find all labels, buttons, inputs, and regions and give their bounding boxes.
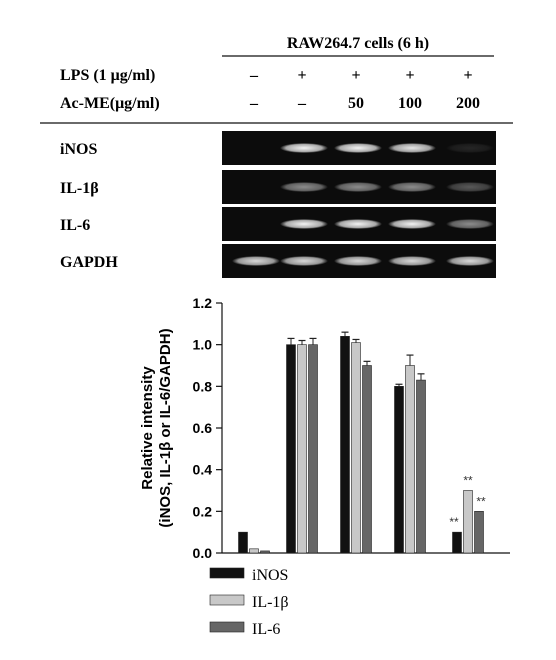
gel-band [334,219,382,229]
bar-il6 [474,511,484,554]
acme-value: – [297,95,307,112]
gel-band [280,256,328,266]
legend: iNOS IL-1β IL-6 [209,567,289,638]
y-tick-label: 0.0 [193,545,213,561]
legend-swatch [209,621,245,633]
lps-values: – + + + + [249,67,473,84]
y-tick-label: 0.4 [193,462,213,478]
y-axis: 0.0 0.2 0.4 0.6 0.8 1.0 1.2 [193,295,510,561]
acme-value: 50 [348,95,364,112]
gel-band [334,256,382,266]
legend-label: IL-1β [252,594,289,611]
bar-il1 [297,344,307,554]
gel-row-label: IL-6 [60,217,90,234]
bar-il6 [362,365,372,554]
bar-il1 [405,365,415,554]
gel-band [280,143,328,153]
gel-band [334,143,382,153]
bar-inos [238,531,248,554]
gel-band [388,143,436,153]
significance-marker: ** [449,515,459,529]
gel-band [446,143,494,153]
bar-il6 [308,344,318,554]
gel-band [280,182,328,192]
bar-il6 [416,379,426,554]
y-axis-label: Relative intensity [139,366,156,490]
acme-value: – [249,95,259,112]
header-title: RAW264.7 cells (6 h) [287,35,429,52]
bar-inos [394,386,404,554]
acme-label: Ac-ME(μg/ml) [60,95,160,112]
gel-row-label: iNOS [60,141,97,158]
gel-band [334,182,382,192]
gel-band [388,219,436,229]
lps-label: LPS (1 μg/ml) [60,67,155,84]
gel-panel: iNOS IL-1β IL-6 GAPDH [60,131,496,278]
legend-swatch [209,567,245,579]
lps-value: + [297,67,306,84]
gel-band [388,182,436,192]
legend-label: iNOS [252,567,288,584]
y-tick-label: 1.0 [193,337,213,353]
y-tick-label: 0.6 [193,420,213,436]
gel-band [446,182,494,192]
bar-inos [452,531,462,554]
lps-value: + [463,67,472,84]
bar-chart: 0.00.20.40.60.81.01.2 ****** iNOSIL-1βIL… [139,295,510,638]
bar-inos [340,336,350,554]
acme-values: – – 50 100 200 [249,95,480,112]
lps-value: + [351,67,360,84]
gel-band [232,256,280,266]
gel-row-label: IL-1β [60,180,99,197]
y-tick-label: 1.2 [193,295,213,311]
gel-band [446,256,494,266]
bar-il1 [463,490,473,554]
acme-value: 200 [456,95,480,112]
bar-il6 [260,550,270,554]
bar-inos [286,344,296,554]
lps-value: + [405,67,414,84]
legend-label: IL-6 [252,621,280,638]
lps-value: – [249,67,259,84]
y-axis-label-2: (iNOS, IL-1β or IL-6/GAPDH) [157,328,174,527]
acme-value: 100 [398,95,422,112]
significance-marker: ** [476,494,486,508]
bars: ****** [238,331,486,554]
y-tick-label: 0.8 [193,378,213,394]
y-tick-label: 0.2 [193,503,213,519]
gel-band [388,256,436,266]
gel-row-label: GAPDH [60,254,118,271]
gel-band [280,219,328,229]
bar-il1 [249,548,259,554]
gel-band [446,219,494,229]
bar-il1 [351,342,361,554]
significance-marker: ** [463,474,473,488]
legend-swatch [209,594,245,606]
